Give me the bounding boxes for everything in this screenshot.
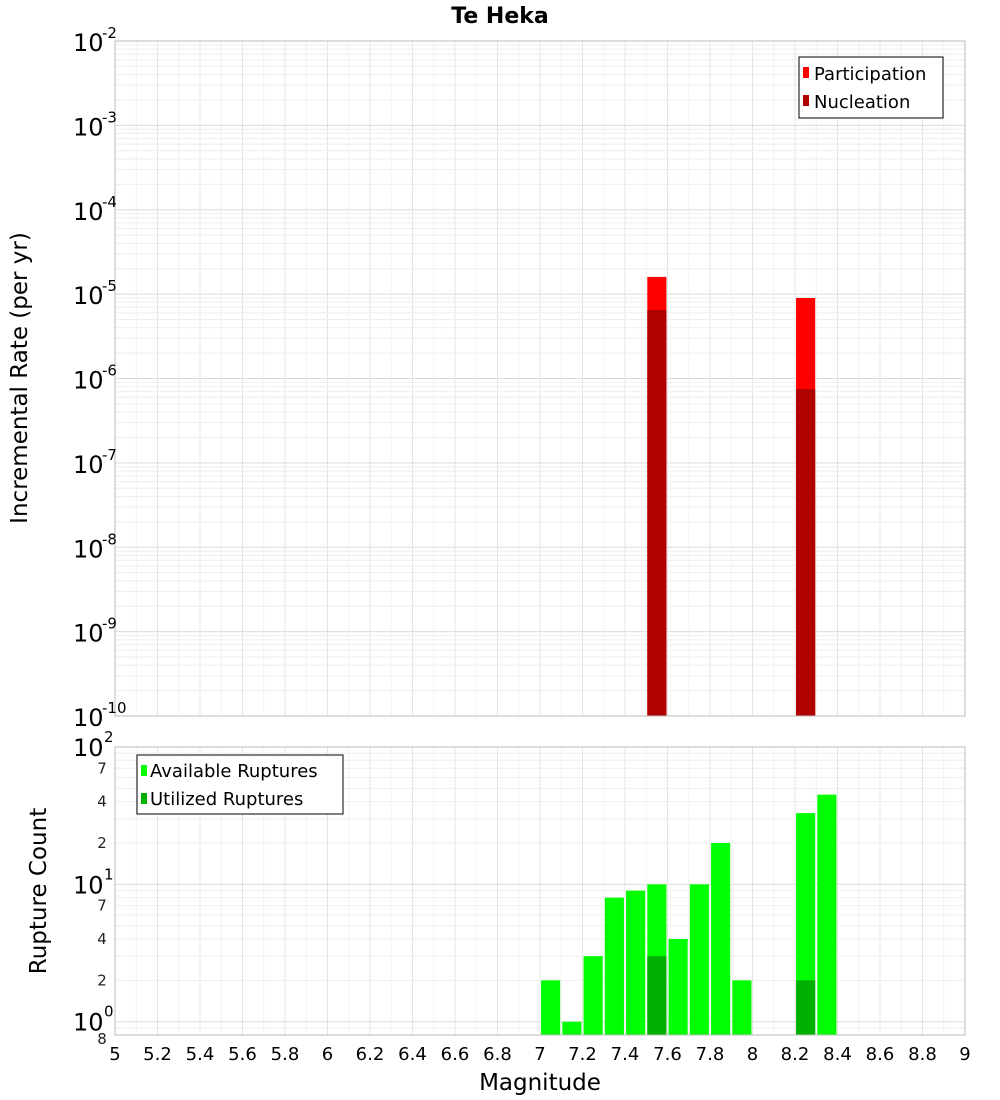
available-ruptures-bar <box>817 794 837 1035</box>
x-tick-label: 5.4 <box>186 1044 215 1065</box>
x-tick-label: 5.8 <box>271 1044 300 1065</box>
legend-swatch-utilized <box>141 793 147 804</box>
x-tick-label: 7.4 <box>611 1044 640 1065</box>
x-axis-label: Magnitude <box>479 1070 601 1096</box>
x-tick-label: 8.2 <box>781 1044 810 1065</box>
y-tick-exponent: -3 <box>102 108 117 126</box>
x-tick-label: 7 <box>534 1044 545 1065</box>
rate-bars <box>647 276 816 716</box>
available-ruptures-bar <box>541 980 561 1035</box>
legend-label-nucleation: Nucleation <box>814 92 910 113</box>
available-ruptures-bar <box>562 1021 582 1035</box>
x-tick-label: 9 <box>959 1044 970 1065</box>
utilized-ruptures-bar <box>647 956 667 1035</box>
y-tick-label: 10 <box>73 451 104 479</box>
available-ruptures-bar <box>689 884 709 1035</box>
y-tick-label: 10 <box>73 282 104 310</box>
x-tick-label: 6.2 <box>356 1044 385 1065</box>
count-legend-box <box>136 754 344 815</box>
nucleation-bar <box>796 389 816 716</box>
count-bars <box>541 794 837 1035</box>
y-tick-exponent: -7 <box>102 446 117 464</box>
y-tick-exponent: -9 <box>102 615 117 633</box>
legend-label-available: Available Ruptures <box>150 761 318 782</box>
y-tick-label: 10 <box>73 620 104 648</box>
magnitude-x-ticks: 5 5.2 5.4 5.6 5.8 6 6.2 6.4 6.6 6.8 7 7.2 7.4 7.6 7.8 8… <box>109 1044 970 1065</box>
x-tick-label: 5 <box>109 1044 120 1065</box>
available-ruptures-bar <box>732 980 752 1035</box>
count-plot-border <box>114 746 966 1036</box>
y-tick-label: 10 <box>73 367 104 395</box>
y-tick-label: 10 <box>73 734 104 762</box>
y-tick-label: 10 <box>73 535 104 563</box>
available-ruptures-bar <box>583 956 603 1035</box>
y-tick-exponent: 2 <box>104 728 114 746</box>
y-tick-label: 10 <box>73 871 104 899</box>
available-ruptures-bar <box>604 897 624 1035</box>
y-minor-tick-label: 8 <box>97 1030 107 1048</box>
y-tick-label: 10 <box>73 29 104 57</box>
x-tick-label: 7.8 <box>696 1044 725 1065</box>
legend-swatch-available <box>141 765 147 776</box>
y-minor-tick-label: 4 <box>97 793 107 811</box>
rate-plot-border <box>114 40 966 717</box>
legend-swatch-participation <box>803 67 809 78</box>
rate-grid <box>114 41 966 717</box>
y-minor-tick-label: 2 <box>97 971 107 989</box>
x-tick-label: 5.2 <box>143 1044 172 1065</box>
y-tick-exponent: -8 <box>102 530 117 548</box>
x-tick-label: 7.6 <box>653 1044 682 1065</box>
x-tick-label: 6.4 <box>398 1044 427 1065</box>
rate-y-axis-label: Incremental Rate (per yr) <box>7 232 33 524</box>
y-tick-exponent: 1 <box>104 865 114 883</box>
x-tick-label: 8.6 <box>866 1044 895 1065</box>
y-tick-label: 10 <box>73 704 104 732</box>
x-tick-label: 8 <box>747 1044 758 1065</box>
x-tick-label: 8.8 <box>908 1044 937 1065</box>
count-y-axis-label: Rupture Count <box>26 808 52 974</box>
y-minor-tick-label: 7 <box>97 759 107 777</box>
y-tick-exponent: 0 <box>104 1003 114 1021</box>
y-tick-exponent: -10 <box>102 699 127 717</box>
utilized-ruptures-bar <box>796 980 816 1035</box>
y-tick-label: 10 <box>73 113 104 141</box>
available-ruptures-bar <box>626 890 646 1035</box>
y-tick-exponent: -6 <box>102 362 117 380</box>
x-tick-label: 5.6 <box>228 1044 257 1065</box>
count-grid <box>114 746 966 1036</box>
rate-legend-box <box>798 56 944 119</box>
chart-title: Te Heka <box>451 4 548 29</box>
x-tick-label: 8.4 <box>823 1044 852 1065</box>
rate-legend: Participation Nucleation <box>798 56 944 119</box>
available-ruptures-bar <box>668 939 688 1035</box>
legend-swatch-nucleation <box>803 95 809 106</box>
y-minor-tick-label: 4 <box>97 930 107 948</box>
legend-label-utilized: Utilized Ruptures <box>150 789 303 810</box>
x-tick-label: 6.8 <box>483 1044 512 1065</box>
y-tick-exponent: -2 <box>102 24 117 42</box>
y-minor-tick-label: 7 <box>97 897 107 915</box>
nucleation-bar <box>647 309 667 716</box>
count-legend: Available Ruptures Utilized Ruptures <box>136 754 344 815</box>
x-tick-label: 7.2 <box>568 1044 597 1065</box>
y-minor-tick-label: 2 <box>97 834 107 852</box>
x-tick-label: 6.6 <box>441 1044 470 1065</box>
legend-label-participation: Participation <box>814 64 926 85</box>
available-ruptures-bar <box>796 813 816 1035</box>
y-tick-label: 10 <box>73 198 104 226</box>
y-tick-label: 10 <box>73 1009 104 1037</box>
x-tick-label: 6 <box>322 1044 333 1065</box>
y-tick-exponent: -4 <box>102 193 117 211</box>
y-tick-exponent: -5 <box>102 277 117 295</box>
available-ruptures-bar <box>711 843 731 1035</box>
